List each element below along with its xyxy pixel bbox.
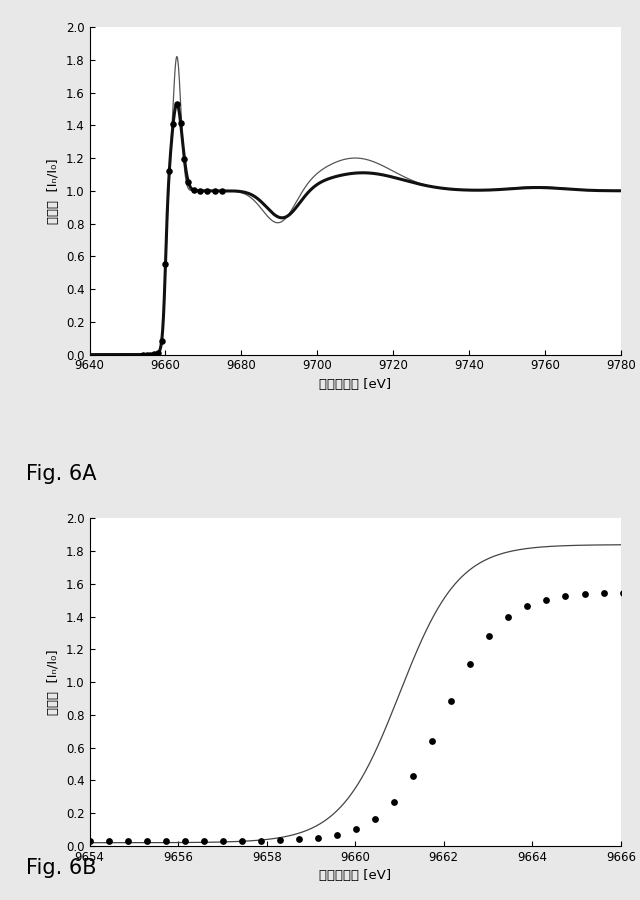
Text: Fig. 6B: Fig. 6B xyxy=(26,858,96,878)
Point xyxy=(275,832,285,847)
Point xyxy=(598,586,609,600)
Point xyxy=(145,347,156,362)
Y-axis label: 正規化  [Iₙ/I₀]: 正規化 [Iₙ/I₀] xyxy=(47,650,60,715)
Point xyxy=(618,586,628,600)
Point xyxy=(175,116,186,130)
Point xyxy=(218,833,228,848)
Point xyxy=(408,769,419,783)
Point xyxy=(484,629,495,643)
Point xyxy=(189,183,199,197)
Point xyxy=(427,734,437,748)
Point xyxy=(164,164,174,178)
Point xyxy=(168,117,178,131)
Point xyxy=(465,657,476,671)
Point xyxy=(141,347,152,362)
Point xyxy=(157,333,167,347)
Point xyxy=(180,833,190,848)
Point xyxy=(237,833,247,848)
Point xyxy=(153,346,163,361)
Point xyxy=(522,598,532,613)
Point xyxy=(313,831,323,845)
Point xyxy=(389,795,399,809)
Point xyxy=(446,694,456,708)
Point xyxy=(202,184,212,198)
Point xyxy=(122,834,132,849)
Point xyxy=(256,833,266,848)
Point xyxy=(195,184,205,198)
Point xyxy=(332,827,342,842)
Point xyxy=(637,585,640,599)
Point xyxy=(579,587,589,601)
Point xyxy=(218,184,228,198)
Point xyxy=(161,256,171,271)
Point xyxy=(138,347,148,362)
Point xyxy=(561,589,571,603)
Point xyxy=(351,822,361,836)
X-axis label: エネルギー [eV]: エネルギー [eV] xyxy=(319,378,391,391)
Point xyxy=(179,152,189,166)
Y-axis label: 正規化  [Iₙ/I₀]: 正規化 [Iₙ/I₀] xyxy=(47,158,60,223)
Point xyxy=(294,832,304,847)
Point xyxy=(84,834,95,849)
Point xyxy=(104,834,114,849)
Point xyxy=(149,347,159,362)
Point xyxy=(141,834,152,849)
Point xyxy=(503,610,513,625)
Point xyxy=(370,812,380,826)
Point xyxy=(172,97,182,112)
Point xyxy=(210,184,220,198)
Point xyxy=(541,592,552,607)
Point xyxy=(161,834,171,849)
Text: Fig. 6A: Fig. 6A xyxy=(26,464,96,483)
Point xyxy=(183,175,193,189)
Point xyxy=(198,833,209,848)
X-axis label: エネルギー [eV]: エネルギー [eV] xyxy=(319,869,391,882)
